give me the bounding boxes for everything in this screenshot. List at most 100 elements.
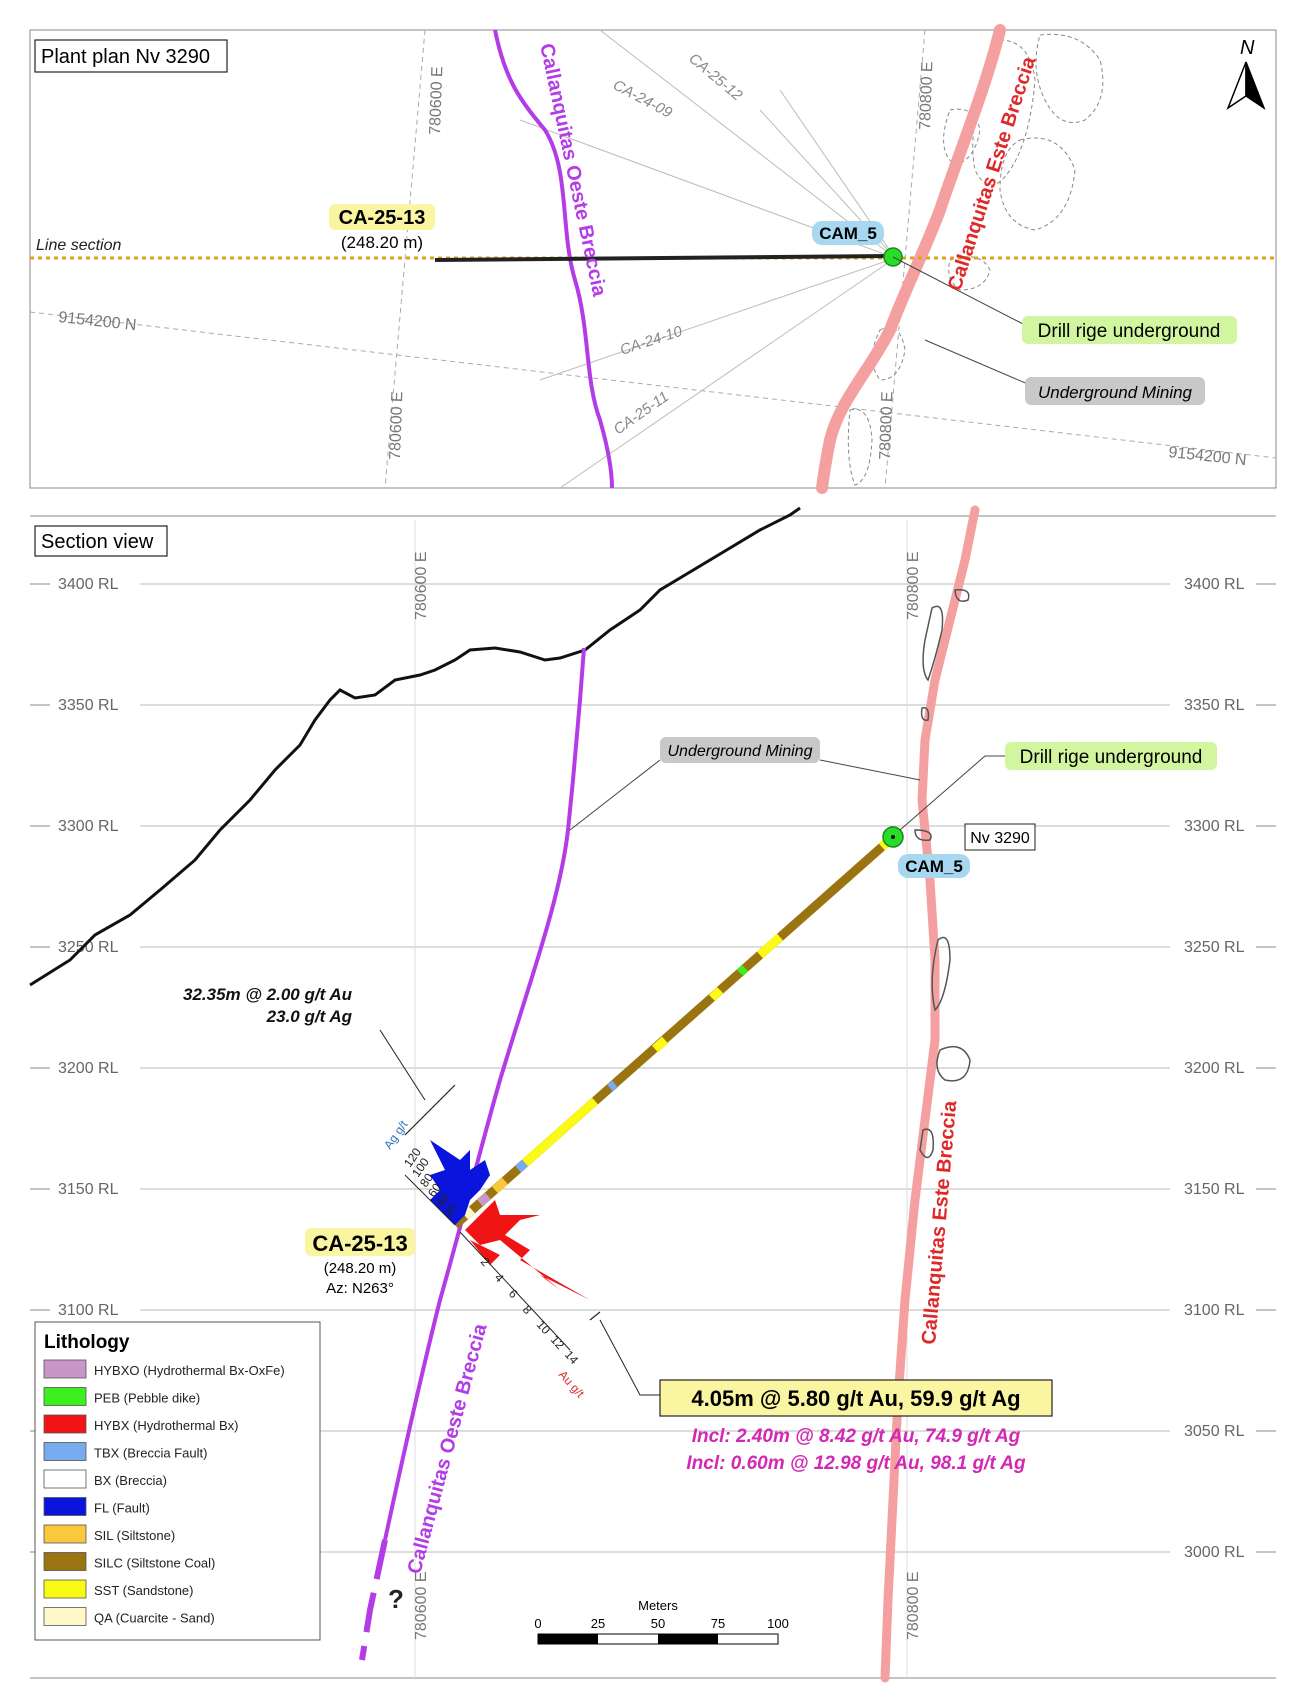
section-title: Section view — [41, 531, 154, 553]
scale-tick-label: 75 — [711, 1616, 725, 1631]
plan-grid-label-e2-bottom: 780800 E — [877, 391, 896, 460]
section-view: 3400 RL 3350 RL 3300 RL 3250 RL 3200 RL … — [29, 505, 1276, 1683]
section-grid-label-e2-top: 780800 E — [905, 551, 922, 620]
section-hole-azimuth: Az: N263° — [326, 1280, 394, 1297]
plan-mining-leader — [924, 339, 1031, 386]
legend-title: Lithology — [44, 1332, 130, 1353]
section-drill-leader — [899, 755, 1005, 831]
rl-label-right: 3350 RL — [1184, 697, 1245, 714]
legend-item-label: SIL (Siltstone) — [94, 1528, 175, 1543]
legend-item-label: SST (Sandstone) — [94, 1583, 193, 1598]
au-tick-label: 10 — [534, 1318, 554, 1338]
plan-drill-highlight — [1022, 316, 1237, 344]
plan-collar-label: CAM_5 — [819, 224, 877, 243]
section-collar-highlight — [898, 854, 970, 878]
scale-tick-label: 50 — [651, 1616, 665, 1631]
rl-label-left: 3100 RL — [58, 1302, 119, 1319]
rl-label-right: 3150 RL — [1184, 1181, 1245, 1198]
plan-hole-id: CA-25-13 — [339, 207, 426, 229]
legend-swatch — [43, 1414, 87, 1434]
level-label: Nv 3290 — [970, 830, 1030, 847]
au-histogram — [465, 1200, 590, 1300]
legend-swatch — [43, 1552, 87, 1571]
ag-histogram — [430, 1140, 490, 1225]
section-drill-highlight — [1005, 742, 1217, 770]
legend-swatch — [43, 1359, 87, 1379]
scale-tick-label: 0 — [534, 1616, 541, 1631]
section-este-breccia — [880, 505, 980, 1683]
legend-swatch — [43, 1387, 87, 1406]
section-mining-leader-right — [819, 759, 921, 781]
interval-bar-1 — [404, 1084, 456, 1136]
section-grid-label-e1-top: 780600 E — [413, 551, 430, 620]
section-oeste-label: Callanquitas Oeste Breccia — [404, 1321, 492, 1577]
intercept-1-line-1: 32.35m @ 2.00 g/t Au — [183, 985, 353, 1004]
legend-swatch — [43, 1442, 87, 1461]
plan-este-breccia — [816, 24, 1006, 494]
rl-label-right: 3250 RL — [1184, 939, 1245, 956]
plan-grid-label-e1-top: 780600 E — [427, 66, 446, 135]
au-tick-label: 12 — [548, 1333, 568, 1353]
legend-item-label: HYBXO (Hydrothermal Bx-OxFe) — [94, 1363, 285, 1378]
rl-label-right: 3100 RL — [1184, 1302, 1245, 1319]
section-drill-label: Drill rige underground — [1020, 747, 1203, 768]
ag-axis-title: Ag g/t — [381, 1117, 411, 1151]
plan-gridline-n — [29, 311, 1277, 459]
plan-drill-label: Drill rige underground — [1038, 321, 1221, 342]
rl-label-left: 3150 RL — [58, 1181, 119, 1198]
legend-item-label: TBX (Breccia Fault) — [94, 1446, 207, 1461]
section-hole-highlight — [305, 1228, 415, 1256]
section-grid-label-e2-bottom: 780800 E — [905, 1571, 922, 1640]
scale-tick-label: 25 — [591, 1616, 605, 1631]
rl-label-left: 3200 RL — [58, 1060, 119, 1077]
legend-swatch — [43, 1469, 87, 1489]
legend-swatch — [43, 1607, 87, 1626]
scale-title: Meters — [638, 1598, 678, 1613]
legend-item-label: PEB (Pebble dike) — [94, 1391, 200, 1406]
plan-mining-highlight — [1025, 377, 1205, 405]
legend-items: HYBXO (Hydrothermal Bx-OxFe) PEB (Pebble … — [43, 1359, 285, 1626]
legend-item-label: HYBX (Hydrothermal Bx) — [94, 1418, 238, 1433]
rl-label-right: 3050 RL — [1184, 1423, 1245, 1440]
au-tick-label: 6 — [506, 1287, 521, 1302]
intercept-main-leader — [599, 1319, 660, 1396]
section-title-box — [34, 525, 168, 557]
section-grid-label-e1-bottom: 780600 E — [413, 1571, 430, 1640]
legend-item-label: SILC (Siltstone Coal) — [94, 1556, 215, 1571]
rl-label-left: 3400 RL — [58, 576, 119, 593]
au-axis-title: Au g/t — [556, 1368, 588, 1401]
plan-oeste-breccia — [493, 29, 614, 489]
section-oeste-breccia-inferred — [359, 1539, 388, 1661]
legend-swatch — [43, 1524, 87, 1544]
plan-gridline-e1 — [384, 29, 426, 489]
plan-drill-trace — [434, 254, 893, 262]
plan-view: CA-24-09 CA-25-12 CA-24-10 CA-25-11 Line… — [29, 24, 1277, 494]
section-collar-dot — [891, 835, 895, 839]
rl-label-right: 3200 RL — [1184, 1060, 1245, 1077]
legend-item-label: QA (Cuarcite - Sand) — [94, 1611, 215, 1626]
plan-grid-label-e2-top: 780800 E — [917, 61, 936, 130]
intercept-1-leader — [379, 1029, 426, 1101]
plan-hole-highlight — [329, 204, 435, 230]
rl-label-right: 3000 RL — [1184, 1544, 1245, 1561]
plan-title: Plant plan Nv 3290 — [41, 46, 210, 68]
plan-mining-label: Underground Mining — [1038, 383, 1193, 402]
intercept-main-label: 4.05m @ 5.80 g/t Au, 59.9 g/t Ag — [691, 1386, 1020, 1411]
ag-axis — [404, 1174, 456, 1226]
rl-label-right: 3300 RL — [1184, 818, 1245, 835]
incl-2-label: Incl: 0.60m @ 12.98 g/t Au, 98.1 g/t Ag — [686, 1453, 1026, 1474]
plan-line-section-label: Line section — [36, 237, 121, 254]
legend-item-label: BX (Breccia) — [94, 1473, 167, 1488]
rl-label-left: 3250 RL — [58, 939, 119, 956]
section-mining-leader-left — [569, 759, 661, 831]
section-hole-id: CA-25-13 — [312, 1231, 407, 1256]
interval-bar-2 — [589, 1311, 601, 1321]
section-mining-label: Underground Mining — [668, 743, 813, 760]
legend-item-label: FL (Fault) — [94, 1501, 150, 1516]
plan-drill-leader — [892, 256, 1026, 326]
lithology-legend: Lithology HYBXO (Hydrothermal Bx-OxFe) PE… — [34, 1321, 321, 1641]
plan-grid-label-e1-bottom: 780600 E — [387, 391, 406, 460]
au-tick-label: 14 — [562, 1348, 582, 1368]
rl-label-left: 3300 RL — [58, 818, 119, 835]
